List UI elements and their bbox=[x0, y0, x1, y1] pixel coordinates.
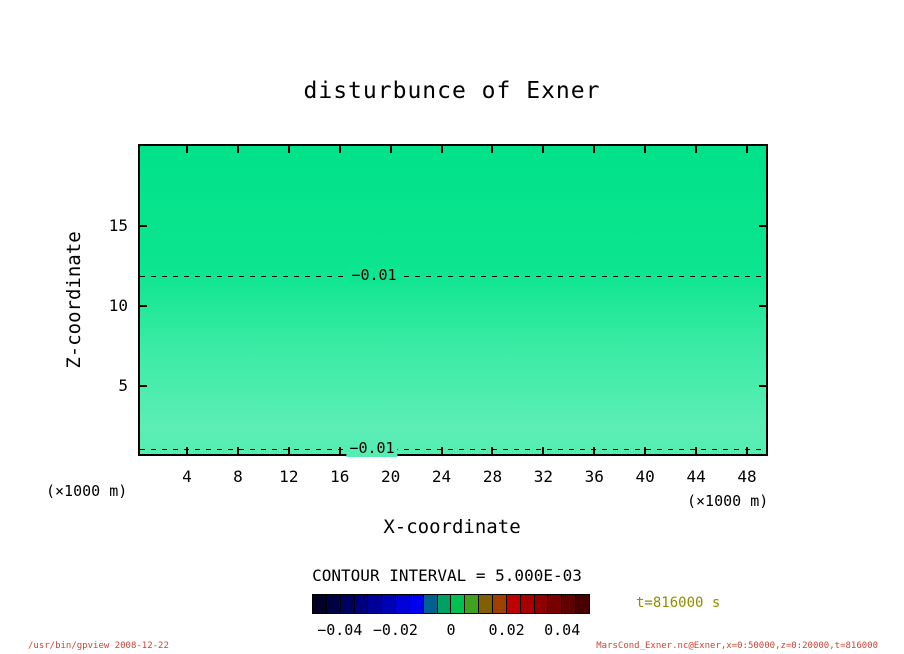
colorbar-tick-label: −0.04 bbox=[317, 621, 363, 639]
chart-title: disturbunce of Exner bbox=[303, 78, 601, 104]
x-tick-label: 20 bbox=[380, 467, 401, 486]
colorbar-segment bbox=[506, 595, 521, 613]
colorbar-segment bbox=[368, 595, 383, 613]
contour-interval-text: CONTOUR INTERVAL = 5.000E-03 bbox=[312, 566, 582, 585]
x-tick-label: 24 bbox=[431, 467, 452, 486]
x-axis-unit: (×1000 m) bbox=[687, 492, 769, 510]
colorbar-tick-label: −0.02 bbox=[372, 621, 418, 639]
y-tick-mark bbox=[759, 305, 766, 307]
x-tick-mark bbox=[186, 146, 188, 153]
colorbar-segment bbox=[396, 595, 410, 613]
colorbar-segment bbox=[326, 595, 341, 613]
colorbar-segment bbox=[548, 595, 563, 613]
colorbar-segment bbox=[423, 595, 438, 613]
x-tick-mark bbox=[236, 146, 239, 153]
colorbar-segment bbox=[437, 595, 452, 613]
x-tick-label: 16 bbox=[330, 467, 350, 486]
x-tick-label: 36 bbox=[584, 467, 604, 486]
colorbar-segment bbox=[354, 595, 369, 613]
x-tick-mark bbox=[593, 447, 596, 454]
x-tick-mark bbox=[542, 146, 545, 153]
contour-label: −0.01 bbox=[348, 267, 400, 284]
footer-source: MarsCond_Exner.nc@Exner,x=0:50000,z=0:20… bbox=[596, 641, 878, 651]
x-tick-mark bbox=[644, 447, 647, 454]
x-tick-label: 12 bbox=[279, 467, 299, 486]
colorbar-segment bbox=[520, 595, 535, 613]
x-tick-mark bbox=[389, 146, 392, 153]
x-tick-mark bbox=[644, 146, 647, 153]
x-tick-mark bbox=[338, 447, 341, 454]
colorbar-segment bbox=[492, 595, 507, 613]
colorbar-segment bbox=[576, 595, 589, 613]
x-tick-label: 8 bbox=[233, 467, 243, 486]
x-tick-mark bbox=[746, 447, 748, 454]
x-tick-mark bbox=[491, 146, 494, 153]
x-tick-label: 40 bbox=[635, 467, 655, 486]
plot-area: −0.01 −0.01 bbox=[138, 144, 768, 457]
y-axis-unit: (×1000 m) bbox=[46, 482, 128, 500]
x-tick-label: 44 bbox=[686, 467, 706, 486]
x-tick-mark bbox=[542, 447, 545, 454]
y-tick-mark bbox=[759, 225, 766, 227]
y-tick-mark bbox=[140, 385, 147, 387]
colorbar-tick-label: 0.04 bbox=[544, 621, 581, 639]
time-label: t=816000 s bbox=[636, 595, 721, 611]
x-tick-mark bbox=[186, 447, 188, 454]
x-tick-label: 28 bbox=[482, 467, 503, 486]
colorbar-segment bbox=[313, 595, 327, 613]
y-tick-label: 10 bbox=[108, 296, 128, 315]
colorbar-segment bbox=[409, 595, 424, 613]
colorbar-segment bbox=[479, 595, 493, 613]
x-tick-mark bbox=[287, 146, 290, 153]
x-axis-title: X-coordinate bbox=[383, 516, 521, 538]
colorbar-segment bbox=[340, 595, 355, 613]
y-tick-label: 5 bbox=[118, 376, 128, 395]
x-tick-mark bbox=[236, 447, 239, 454]
y-axis-title: Z-coordinate bbox=[63, 231, 85, 369]
x-tick-mark bbox=[593, 146, 596, 153]
y-tick-label: 15 bbox=[108, 216, 128, 235]
colorbar-segment bbox=[534, 595, 549, 613]
colorbar-segment bbox=[382, 595, 397, 613]
colorbar-segment bbox=[562, 595, 577, 613]
x-tick-label: 48 bbox=[737, 467, 757, 486]
x-tick-mark bbox=[287, 447, 290, 454]
x-tick-mark bbox=[695, 146, 698, 153]
contour-line bbox=[140, 276, 766, 277]
y-tick-mark bbox=[140, 305, 147, 307]
x-tick-mark bbox=[440, 447, 443, 454]
y-tick-mark bbox=[140, 225, 147, 227]
footer-command: /usr/bin/gpview 2008-12-22 bbox=[28, 641, 169, 651]
colorbar-tick-label: 0 bbox=[446, 621, 456, 639]
contour-label: −0.01 bbox=[346, 440, 398, 457]
x-tick-mark bbox=[746, 146, 748, 153]
x-tick-mark bbox=[695, 447, 698, 454]
x-tick-label: 32 bbox=[533, 467, 553, 486]
x-tick-label: 4 bbox=[182, 467, 192, 486]
colorbar bbox=[312, 594, 590, 614]
colorbar-segment bbox=[465, 595, 480, 613]
x-tick-mark bbox=[491, 447, 494, 454]
colorbar-segment bbox=[451, 595, 466, 613]
x-tick-mark bbox=[440, 146, 443, 153]
y-tick-mark bbox=[759, 385, 766, 387]
contour-line bbox=[140, 449, 766, 450]
x-tick-mark bbox=[338, 146, 341, 153]
colorbar-tick-label: 0.02 bbox=[488, 621, 525, 639]
